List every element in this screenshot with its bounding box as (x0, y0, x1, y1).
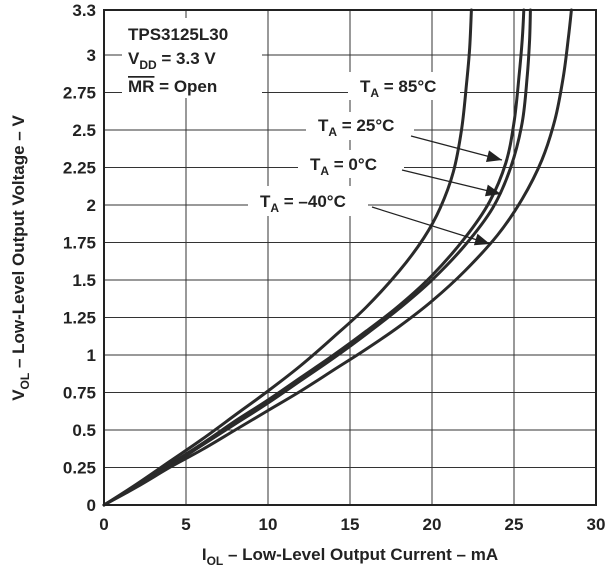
y-tick-label-0: 0 (87, 496, 96, 515)
y-tick-label-4: 1 (87, 346, 96, 365)
x-axis-label: IOL – Low-Level Output Current – mA (202, 545, 498, 568)
annotation-arrowhead-0 (486, 150, 502, 162)
annotation-leader-2 (371, 206, 491, 245)
plot-frame (103, 9, 597, 506)
x-tick-label-1: 5 (181, 515, 190, 534)
y-tick-label-13: 3.3 (72, 1, 96, 20)
y-tick-label-9: 2.25 (63, 159, 96, 178)
y-tick-label-1: 0.25 (63, 459, 96, 478)
series-label-minus40c: TA = –40°C (260, 192, 346, 215)
annotation-leader-1 (401, 169, 502, 195)
condition-vdd: VDD = 3.3 V (128, 49, 216, 72)
x-tick-label-3: 15 (341, 515, 360, 534)
x-tick-label-6: 30 (587, 515, 606, 534)
y-tick-label-2: 0.5 (72, 421, 96, 440)
x-tick-label-0: 0 (99, 515, 108, 534)
label-background-3 (298, 150, 404, 178)
y-tick-label-3: 0.75 (63, 384, 96, 403)
condition-mr: MR = Open (128, 77, 217, 96)
series-label-25c: TA = 25°C (318, 116, 394, 139)
x-tick-label-2: 10 (259, 515, 278, 534)
label-background-4 (248, 186, 368, 216)
x-tick-labels: 0 5 10 15 20 25 30 (99, 515, 605, 534)
series-line-minus40c (102, 8, 573, 507)
series-line-0c (102, 8, 532, 507)
y-tick-label-5: 1.25 (63, 309, 96, 328)
annotation-leader-0 (410, 135, 503, 161)
annotation-arrowhead-2 (473, 233, 490, 246)
y-axis-label: VOL – Low-Level Output Voltage – V (9, 115, 32, 401)
series-label-85c: TA = 85°C (360, 77, 436, 100)
data-series (102, 8, 573, 507)
y-tick-label-7: 1.75 (63, 234, 96, 253)
x-tick-label-4: 20 (423, 515, 442, 534)
label-background-1 (348, 72, 460, 100)
device-label: TPS3125L30 (128, 25, 228, 44)
y-tick-labels: 0 0.25 0.5 0.75 1 1.25 1.5 1.75 2 2.25 2.5 2.75 3 3.3 (63, 1, 96, 515)
y-tick-label-6: 1.5 (72, 271, 96, 290)
label-background-0 (122, 18, 262, 98)
y-tick-label-12: 3 (87, 46, 96, 65)
y-tick-label-11: 2.75 (63, 84, 96, 103)
annotation-arrows (371, 135, 503, 246)
annotation-arrowhead-1 (485, 184, 501, 197)
y-tick-label-8: 2 (87, 196, 96, 215)
label-background-2 (306, 112, 414, 140)
series-label-0c: TA = 0°C (310, 155, 377, 178)
x-tick-label-5: 25 (505, 515, 524, 534)
y-tick-label-10: 2.5 (72, 121, 96, 140)
annotation-backgrounds (122, 18, 460, 216)
series-line-85c (102, 8, 473, 507)
